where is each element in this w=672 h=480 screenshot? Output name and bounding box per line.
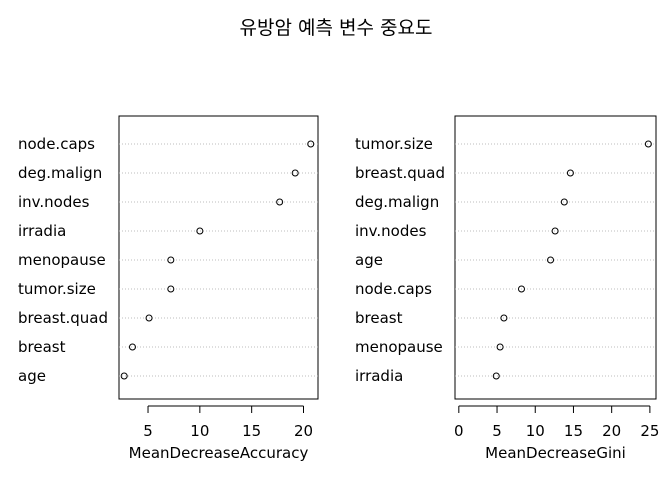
row-label: breast xyxy=(355,309,403,327)
data-point xyxy=(517,285,525,293)
row-label: age xyxy=(18,367,46,385)
row-label: breast xyxy=(18,338,66,356)
data-point xyxy=(566,169,574,177)
data-point xyxy=(167,256,175,264)
x-tick-label: 20 xyxy=(602,422,621,440)
row-label: breast.quad xyxy=(355,164,445,182)
x-tick-label: 15 xyxy=(242,422,261,440)
row-label: age xyxy=(355,251,383,269)
row-label: node.caps xyxy=(355,280,432,298)
panel-2: tumor.size breast.quad deg.malign inv.nodes… xyxy=(355,115,659,462)
row-label: inv.nodes xyxy=(18,193,90,211)
x-tick-label: 5 xyxy=(492,422,502,440)
plot-frame xyxy=(118,115,319,400)
plot-frame xyxy=(454,115,657,400)
row-label: menopause xyxy=(355,338,443,356)
x-tick-label: 5 xyxy=(143,422,153,440)
data-point xyxy=(500,314,508,322)
row-label: breast.quad xyxy=(18,309,108,327)
row-label: menopause xyxy=(18,251,106,269)
data-point xyxy=(128,343,136,351)
data-point xyxy=(276,198,284,206)
data-point xyxy=(167,285,175,293)
x-tick-label: 20 xyxy=(294,422,313,440)
x-tick-label: 10 xyxy=(190,422,209,440)
data-point xyxy=(196,227,204,235)
data-point xyxy=(307,140,315,148)
row-label: irradia xyxy=(18,222,66,240)
row-label: deg.malign xyxy=(355,193,439,211)
row-label: node.caps xyxy=(18,135,95,153)
chart-title: 유방암 예측 변수 중요도 xyxy=(240,17,433,39)
row-label: inv.nodes xyxy=(355,222,427,240)
x-axis: 0 5 10 15 20 25 xyxy=(454,405,659,440)
row-label: deg.malign xyxy=(18,164,102,182)
data-point xyxy=(492,372,500,380)
data-point xyxy=(496,343,504,351)
row-label: irradia xyxy=(355,367,403,385)
data-point xyxy=(120,372,128,380)
data-point xyxy=(560,198,568,206)
data-point xyxy=(547,256,555,264)
x-tick-label: 15 xyxy=(564,422,583,440)
x-axis-title: MeanDecreaseAccuracy xyxy=(129,444,309,462)
x-tick-label: 0 xyxy=(454,422,464,440)
x-axis-title: MeanDecreaseGini xyxy=(485,444,626,462)
x-tick-label: 25 xyxy=(640,422,659,440)
x-tick-label: 10 xyxy=(526,422,545,440)
panel-1: node.caps deg.malign inv.nodes irradia menop… xyxy=(18,115,319,462)
data-point xyxy=(145,314,153,322)
data-point xyxy=(644,140,652,148)
row-label: tumor.size xyxy=(18,280,96,298)
data-point xyxy=(291,169,299,177)
data-point xyxy=(551,227,559,235)
row-label: tumor.size xyxy=(355,135,433,153)
x-axis: 5 10 15 20 xyxy=(143,405,313,440)
